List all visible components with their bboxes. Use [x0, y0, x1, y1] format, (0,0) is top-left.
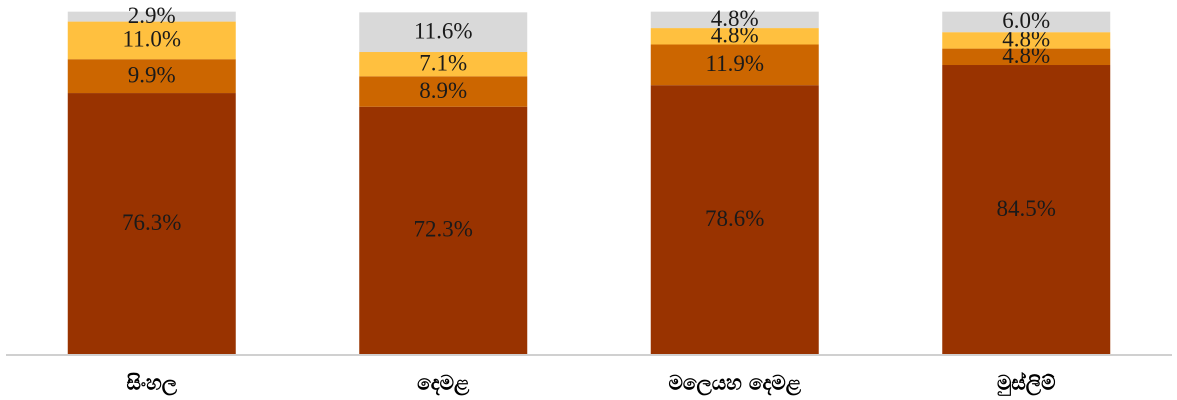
data-label: 76.3% [122, 210, 181, 235]
data-label: 11.6% [414, 18, 473, 43]
bar-segment [942, 48, 1111, 66]
data-label: 8.9% [419, 78, 467, 103]
data-label: 7.1% [419, 50, 467, 75]
bar-segment [650, 11, 819, 29]
bar-segment [942, 65, 1111, 354]
x-tick-label: මුස්ලිම් [997, 370, 1055, 397]
x-tick-label: මලෙයහ දෙමළ [669, 371, 802, 397]
data-label: 11.0% [122, 27, 181, 52]
bar-segment [359, 76, 528, 107]
bar-segment [359, 106, 528, 354]
bar-segment [67, 93, 236, 354]
bar-segment [942, 11, 1111, 33]
data-label: 11.9% [705, 51, 764, 76]
bar-segment [67, 59, 236, 94]
data-label: 84.5% [997, 196, 1056, 221]
x-tick-label: සිංහල [127, 371, 178, 397]
data-label: 2.9% [128, 3, 176, 28]
bar-segment [67, 21, 236, 60]
bar-segment [359, 52, 528, 77]
bar-segment [359, 12, 528, 53]
bar-segment [650, 44, 819, 86]
bar-segment [67, 11, 236, 22]
bar-segment [650, 85, 819, 355]
data-label: 78.6% [705, 206, 764, 231]
bar-segment [942, 32, 1111, 49]
bar-segment [650, 28, 819, 45]
data-label: 72.3% [414, 217, 473, 242]
data-label: 6.0% [1002, 8, 1050, 33]
data-label: 9.9% [128, 62, 176, 87]
x-tick-label: දෙමළ [417, 371, 470, 397]
data-label: 4.8% [711, 6, 759, 31]
